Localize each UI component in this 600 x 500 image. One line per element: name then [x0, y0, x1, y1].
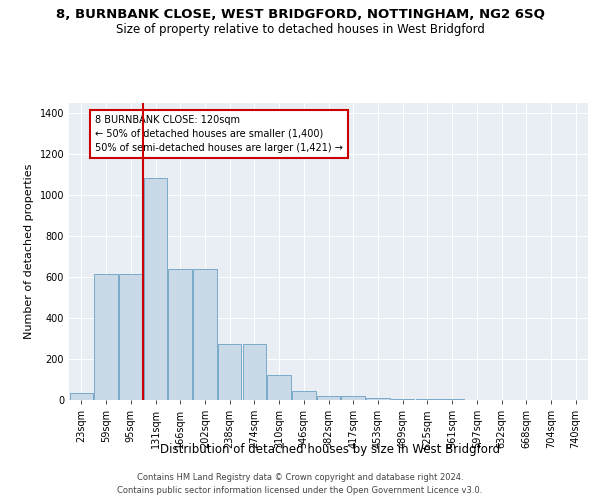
- Bar: [169, 268, 192, 400]
- Bar: [391, 399, 415, 400]
- Bar: [317, 396, 340, 400]
- Text: Contains public sector information licensed under the Open Government Licence v3: Contains public sector information licen…: [118, 486, 482, 495]
- Bar: [341, 396, 365, 400]
- Text: 8 BURNBANK CLOSE: 120sqm
← 50% of detached houses are smaller (1,400)
50% of sem: 8 BURNBANK CLOSE: 120sqm ← 50% of detach…: [95, 115, 343, 153]
- Text: Distribution of detached houses by size in West Bridgford: Distribution of detached houses by size …: [160, 442, 500, 456]
- Bar: [242, 344, 266, 400]
- Bar: [94, 274, 118, 400]
- Text: Size of property relative to detached houses in West Bridgford: Size of property relative to detached ho…: [116, 22, 484, 36]
- Bar: [366, 398, 389, 400]
- Text: Contains HM Land Registry data © Crown copyright and database right 2024.: Contains HM Land Registry data © Crown c…: [137, 472, 463, 482]
- Bar: [218, 344, 241, 400]
- Bar: [193, 268, 217, 400]
- Bar: [292, 391, 316, 400]
- Bar: [268, 376, 291, 400]
- Bar: [144, 178, 167, 400]
- Bar: [70, 393, 93, 400]
- Bar: [119, 274, 143, 400]
- Text: 8, BURNBANK CLOSE, WEST BRIDGFORD, NOTTINGHAM, NG2 6SQ: 8, BURNBANK CLOSE, WEST BRIDGFORD, NOTTI…: [56, 8, 544, 20]
- Bar: [416, 399, 439, 400]
- Y-axis label: Number of detached properties: Number of detached properties: [24, 164, 34, 339]
